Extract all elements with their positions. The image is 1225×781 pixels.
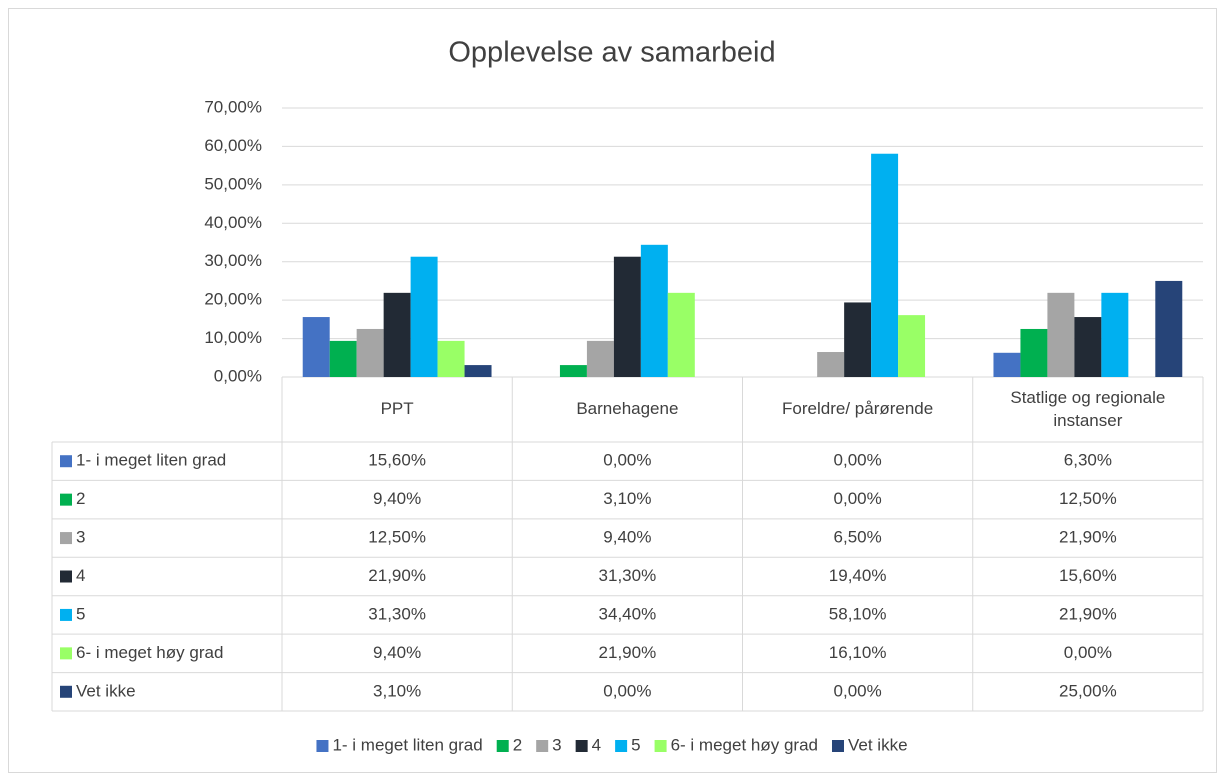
bar bbox=[844, 302, 872, 377]
data-label: 0,00% bbox=[834, 489, 882, 508]
legend-label: Vet ikke bbox=[848, 735, 908, 754]
y-tick-label: 10,00% bbox=[204, 328, 262, 347]
category-cell: Statlige og regionale instanser bbox=[1010, 387, 1166, 430]
data-label: 21,90% bbox=[1059, 604, 1117, 623]
bar bbox=[613, 256, 641, 377]
y-tick-label: 0,00% bbox=[214, 366, 262, 385]
data-label: 9,40% bbox=[373, 489, 421, 508]
bar bbox=[437, 340, 465, 377]
bar bbox=[356, 328, 384, 377]
bar bbox=[383, 292, 411, 377]
legend-label: 6- i meget høy grad bbox=[671, 735, 818, 754]
legend-key bbox=[60, 608, 72, 621]
bar bbox=[329, 340, 357, 377]
bar bbox=[410, 256, 438, 377]
y-tick-label: 60,00% bbox=[204, 136, 262, 155]
data-label: 16,10% bbox=[829, 643, 887, 662]
legend-key bbox=[60, 455, 72, 468]
legend-key bbox=[60, 493, 72, 506]
data-label: 3,10% bbox=[603, 489, 651, 508]
category-cell: Foreldre/ pårørende bbox=[782, 399, 934, 419]
y-tick-label: 30,00% bbox=[204, 251, 262, 270]
data-label: 0,00% bbox=[834, 681, 882, 700]
chart-border bbox=[8, 8, 1217, 773]
y-tick-label: 70,00% bbox=[204, 97, 262, 116]
data-label: 3,10% bbox=[373, 681, 421, 700]
legend-label: 1- i meget liten grad bbox=[332, 735, 482, 754]
bar bbox=[1101, 292, 1129, 377]
bar bbox=[559, 365, 587, 377]
bar bbox=[667, 292, 695, 377]
row-label: Vet ikke bbox=[76, 681, 136, 700]
bar bbox=[1020, 328, 1048, 377]
x-tick-label: Statlige og regionale instanser bbox=[1010, 387, 1166, 430]
data-label: 0,00% bbox=[603, 451, 651, 470]
data-label: 0,00% bbox=[834, 451, 882, 470]
legend-key bbox=[60, 570, 72, 583]
legend-key bbox=[615, 740, 628, 752]
bar bbox=[1047, 292, 1075, 377]
bar bbox=[1155, 280, 1183, 377]
bar bbox=[993, 352, 1021, 377]
data-label: 25,00% bbox=[1059, 681, 1117, 700]
data-label: 9,40% bbox=[373, 643, 421, 662]
bar bbox=[302, 317, 330, 377]
legend-label: 5 bbox=[631, 735, 640, 754]
legend-key bbox=[60, 532, 72, 545]
bar bbox=[898, 315, 926, 377]
bar bbox=[1074, 317, 1102, 377]
row-label: 6- i meget høy grad bbox=[76, 643, 223, 662]
data-label: 15,60% bbox=[1059, 566, 1117, 585]
legend-key bbox=[60, 647, 72, 660]
row-label: 5 bbox=[76, 604, 85, 623]
legend-key bbox=[496, 740, 509, 752]
legend-key bbox=[575, 740, 588, 752]
legend-label: 3 bbox=[552, 735, 561, 754]
y-tick-label: 50,00% bbox=[204, 174, 262, 193]
row-label: 4 bbox=[76, 566, 85, 585]
legend-key bbox=[654, 740, 667, 752]
y-tick-label: 40,00% bbox=[204, 213, 262, 232]
row-label: 1- i meget liten grad bbox=[76, 451, 226, 470]
x-tick-label: Foreldre/ pårørende bbox=[782, 399, 934, 419]
data-label: 6,30% bbox=[1064, 451, 1112, 470]
x-tick-label: PPT bbox=[380, 399, 414, 419]
data-label: 58,10% bbox=[829, 604, 887, 623]
data-label: 21,90% bbox=[599, 643, 657, 662]
row-label: 3 bbox=[76, 528, 85, 547]
data-label: 9,40% bbox=[603, 528, 651, 547]
bar bbox=[586, 340, 614, 377]
category-cell: Barnehagene bbox=[576, 399, 679, 419]
y-tick-label: 20,00% bbox=[204, 290, 262, 309]
data-label: 19,40% bbox=[829, 566, 887, 585]
category-cell: PPT bbox=[380, 399, 414, 419]
bar bbox=[871, 153, 899, 377]
x-tick-label: Barnehagene bbox=[576, 399, 679, 419]
row-label: 2 bbox=[76, 489, 85, 508]
data-label: 21,90% bbox=[1059, 528, 1117, 547]
chart-title: Opplevelse av samarbeid bbox=[448, 37, 775, 69]
data-label: 21,90% bbox=[368, 566, 426, 585]
legend-key bbox=[536, 740, 549, 752]
legend-key bbox=[316, 740, 329, 752]
data-label: 0,00% bbox=[1064, 643, 1112, 662]
data-label: 12,50% bbox=[368, 528, 426, 547]
data-label: 15,60% bbox=[368, 451, 426, 470]
data-label: 31,30% bbox=[368, 604, 426, 623]
bar bbox=[640, 244, 668, 377]
data-label: 34,40% bbox=[599, 604, 657, 623]
legend-key bbox=[60, 685, 72, 698]
data-label: 6,50% bbox=[834, 528, 882, 547]
data-label: 12,50% bbox=[1059, 489, 1117, 508]
data-label: 0,00% bbox=[603, 681, 651, 700]
data-label: 31,30% bbox=[599, 566, 657, 585]
bar bbox=[464, 365, 492, 377]
legend-key bbox=[831, 740, 844, 752]
legend-label: 2 bbox=[513, 735, 522, 754]
bar bbox=[817, 352, 845, 377]
legend-label: 4 bbox=[592, 735, 601, 754]
